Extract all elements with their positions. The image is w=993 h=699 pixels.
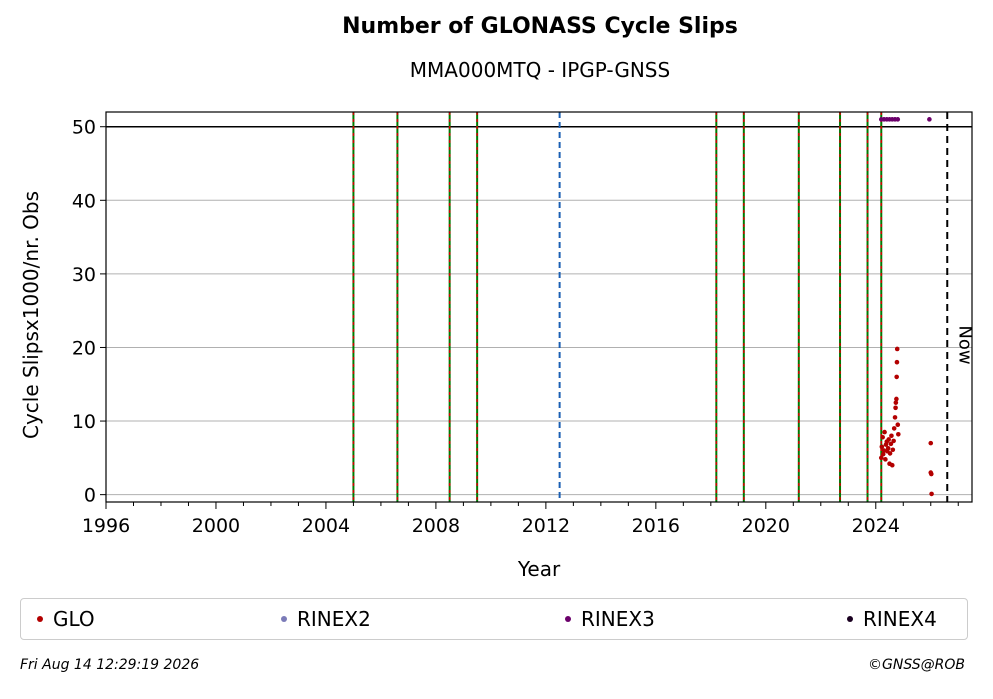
legend-label-rinex2: RINEX2 <box>297 607 371 631</box>
point-glo <box>891 438 896 444</box>
point-glo <box>894 359 900 365</box>
y-tick-label: 10 <box>72 411 96 433</box>
y-tick-label: 40 <box>72 190 96 212</box>
x-tick-label: 2016 <box>632 515 680 537</box>
point-glo <box>883 457 888 462</box>
legend-item-rinex4: RINEX4 <box>847 607 937 631</box>
now-label: Now <box>954 325 975 364</box>
y-axis-label: Cycle Slipsx1000/nr. Obs <box>19 191 43 439</box>
point-glo <box>882 429 887 435</box>
y-tick-label: 30 <box>72 264 96 286</box>
event-lines: Now <box>352 112 975 502</box>
legend-item-rinex2: RINEX2 <box>281 607 371 631</box>
point-glo <box>879 444 885 450</box>
y-tick-label: 20 <box>72 337 96 359</box>
point-glo <box>886 437 891 442</box>
legend-marker-rinex3 <box>565 616 571 622</box>
x-tick-label: 2004 <box>302 515 350 537</box>
chart-subtitle: MMA000MTQ - IPGP-GNSS <box>409 58 671 82</box>
point-glo <box>890 447 896 453</box>
point-glo <box>893 405 898 411</box>
point-glo <box>895 422 901 428</box>
x-tick-label: 2008 <box>412 515 460 537</box>
chart-plot: Now 0 10 20 30 40 50 1996 2000 2004 2008 2012 2016 2… <box>19 111 975 581</box>
point-glo <box>889 462 895 468</box>
legend-marker-rinex4 <box>847 616 853 622</box>
point-glo <box>891 426 897 431</box>
legend-marker-rinex2 <box>281 616 287 622</box>
point-glo <box>893 400 899 405</box>
legend-label-rinex3: RINEX3 <box>581 607 655 631</box>
x-axis-label: Year <box>517 557 561 581</box>
x-tick-label: 2000 <box>192 515 240 537</box>
grid-layer <box>106 125 972 496</box>
point-rinex3 <box>927 117 932 122</box>
legend-label-glo: GLO <box>53 607 95 631</box>
point-glo <box>885 445 891 451</box>
point-glo <box>887 451 893 456</box>
axes: 0 10 20 30 40 50 1996 2000 2004 2008 2012 2016 2020 2… <box>19 111 973 581</box>
data-points <box>878 117 934 497</box>
y-tick-label: 50 <box>72 117 96 139</box>
x-tick-label: 2012 <box>522 515 570 537</box>
point-glo <box>889 433 894 439</box>
plot-frame <box>105 111 973 503</box>
point-glo <box>888 441 894 447</box>
point-glo <box>880 434 885 440</box>
legend-label-rinex4: RINEX4 <box>863 607 937 631</box>
y-tick-label: 0 <box>84 485 96 507</box>
point-rinex3 <box>895 117 901 122</box>
point-glo <box>929 471 934 477</box>
x-tick-label: 1996 <box>82 515 130 537</box>
legend-item-glo: GLO <box>37 607 95 631</box>
legend: GLO RINEX2 RINEX3 RINEX4 <box>20 598 968 640</box>
point-glo <box>929 491 934 497</box>
legend-marker-glo <box>37 616 43 622</box>
point-glo <box>892 415 898 420</box>
chart-title: Number of GLONASS Cycle Slips <box>342 14 738 39</box>
point-glo <box>896 432 901 437</box>
point-glo <box>894 396 899 402</box>
x-tick-label: 2020 <box>742 515 790 537</box>
legend-item-rinex3: RINEX3 <box>565 607 655 631</box>
point-glo <box>894 346 900 352</box>
point-glo <box>880 451 886 457</box>
point-glo <box>928 440 934 446</box>
x-tick-label: 2024 <box>852 515 900 537</box>
footer-copyright: ©GNSS@ROB <box>868 657 965 673</box>
point-glo <box>878 455 884 461</box>
point-glo <box>894 374 899 380</box>
footer-timestamp: Fri Aug 14 12:29:19 2026 <box>20 657 200 673</box>
